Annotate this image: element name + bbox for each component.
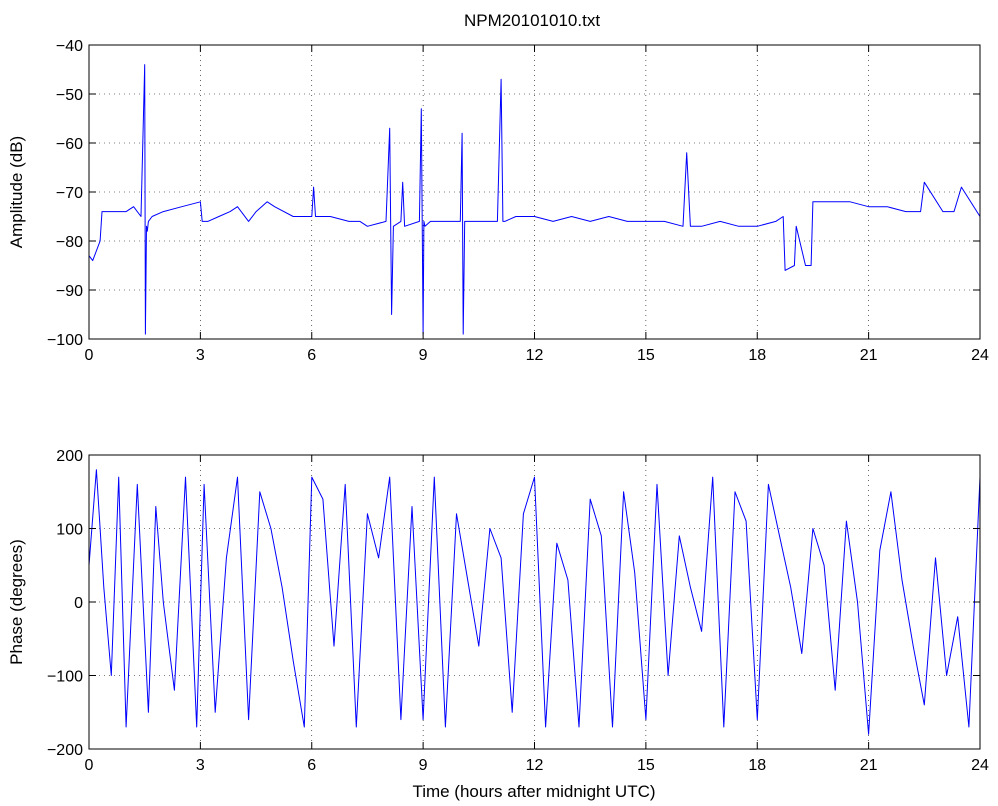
amplitude-x-tick-label: 24 [971, 347, 989, 364]
figure-title: NPM20101010.txt [464, 11, 600, 30]
amplitude-x-tick-label: 12 [526, 347, 544, 364]
amplitude-grid [89, 45, 980, 339]
phase-trace [88, 469, 981, 735]
amplitude-x-tick-label: 21 [860, 347, 878, 364]
phase-y-tick-label: 100 [56, 522, 83, 539]
phase-y-axis-label: Phase (degrees) [7, 539, 26, 665]
amplitude-series-line [88, 64, 981, 335]
phase-x-axis-label: Time (hours after midnight UTC) [412, 782, 655, 801]
phase-y-tick-label: 200 [56, 448, 83, 465]
phase-x-tick-label: 18 [748, 757, 766, 774]
phase-x-tick-label: 12 [526, 757, 544, 774]
amplitude-y-tick-label: −90 [56, 283, 83, 300]
phase-x-tick-label: 6 [307, 757, 316, 774]
phase-x-tick-label: 3 [196, 757, 205, 774]
phase-y-tick-label: −200 [47, 742, 83, 759]
phase-x-tick-label: 15 [637, 757, 655, 774]
amplitude-y-tick-label: −70 [56, 185, 83, 202]
amplitude-x-tick-label: 9 [419, 347, 428, 364]
phase-x-tick-label: 21 [860, 757, 878, 774]
phase-plot: 0 3 6 9 12 15 18 21 24 −200 −100 0 100 200 Phase (deg… [7, 448, 989, 801]
amplitude-plot: 0 3 6 9 12 15 18 21 24 −100 −90 −80 −70 −60 −50 −40 Amp… [7, 38, 989, 364]
amplitude-y-tick-label: −80 [56, 234, 83, 251]
phase-grid [89, 455, 980, 749]
amplitude-x-tick-label: 18 [748, 347, 766, 364]
phase-series-line [88, 469, 981, 735]
amplitude-trace [88, 64, 981, 335]
amplitude-y-axis-label: Amplitude (dB) [7, 136, 26, 248]
amplitude-y-tick-label: −60 [56, 136, 83, 153]
phase-ticks: 0 3 6 9 12 15 18 21 24 −200 −100 0 100 200 [47, 448, 989, 774]
amplitude-x-tick-label: 15 [637, 347, 655, 364]
amplitude-y-tick-label: −100 [47, 332, 83, 349]
amplitude-y-tick-label: −50 [56, 87, 83, 104]
phase-x-tick-label: 24 [971, 757, 989, 774]
amplitude-ticks: 0 3 6 9 12 15 18 21 24 −100 −90 −80 −70 −60 −50 −40 [47, 38, 989, 364]
amplitude-y-tick-label: −40 [56, 38, 83, 55]
amplitude-x-tick-label: 0 [85, 347, 94, 364]
phase-y-tick-label: 0 [74, 595, 83, 612]
phase-x-tick-label: 0 [85, 757, 94, 774]
amplitude-x-tick-label: 6 [307, 347, 316, 364]
phase-y-tick-label: −100 [47, 669, 83, 686]
amplitude-x-tick-label: 3 [196, 347, 205, 364]
phase-x-tick-label: 9 [419, 757, 428, 774]
